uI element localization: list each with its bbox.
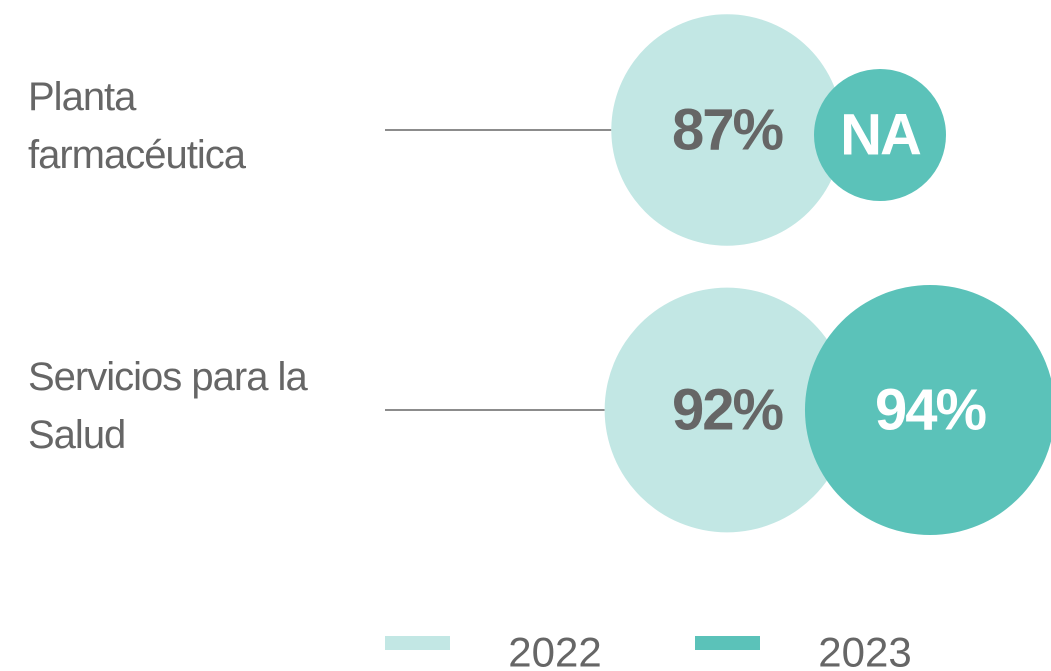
category-label: Planta farmacéutica — [28, 75, 246, 177]
value-label: 94% — [875, 378, 987, 443]
legend-label: 2023 — [818, 629, 911, 671]
value-label: 92% — [672, 378, 784, 443]
legend-label: 2022 — [508, 629, 601, 671]
bubble — [604, 287, 850, 533]
legend-swatch — [385, 636, 450, 650]
na-marker — [814, 69, 946, 201]
value-label: NA — [840, 103, 921, 168]
legend-swatch — [695, 636, 760, 650]
category-label: Servicios para la Salud — [28, 355, 308, 457]
bubble — [611, 14, 843, 246]
value-label: 87% — [672, 98, 784, 163]
bubble — [805, 285, 1051, 535]
